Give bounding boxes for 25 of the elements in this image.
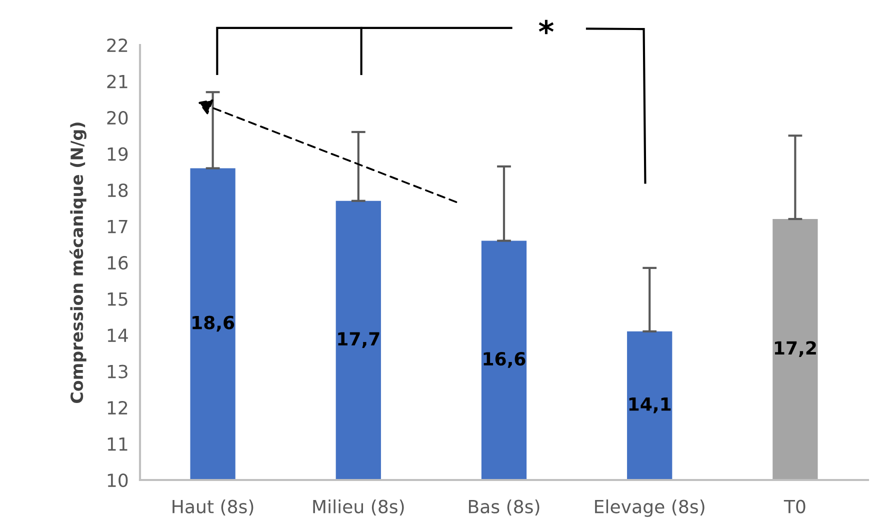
data-label: 16,6	[484, 352, 526, 368]
data-label: 17,7	[338, 332, 380, 348]
x-tick-label: Elevage (8s)	[595, 499, 704, 517]
y-axis-title: Compression mécanique (N/g)	[70, 122, 86, 403]
y-tick-label: 20	[107, 110, 128, 125]
y-tick-label: 15	[108, 292, 128, 306]
data-label: 14,1	[629, 398, 671, 414]
y-tick-label: 12	[108, 400, 128, 414]
y-tick-label: 19	[108, 147, 128, 161]
y-tick-label: 21	[107, 74, 128, 88]
y-tick-label: 16	[108, 256, 128, 270]
y-tick-label: 13	[108, 364, 128, 378]
x-tick-label: Bas (8s)	[468, 499, 540, 516]
x-tick-label: T0	[784, 500, 806, 514]
y-tick-label: 10	[108, 473, 128, 488]
y-tick-label: 11	[108, 437, 128, 451]
text: *	[538, 20, 554, 34]
data-label: 18,6	[192, 316, 234, 332]
y-tick-label: 14	[108, 328, 128, 342]
x-tick-label: Milieu (8s)	[313, 499, 404, 516]
y-tick-label: 22	[107, 38, 128, 52]
data-label: 17,2	[774, 341, 816, 358]
y-tick-label: 17	[108, 220, 128, 234]
y-tick-label: 18	[108, 183, 128, 198]
x-tick-label: Haut (8s)	[172, 499, 254, 516]
